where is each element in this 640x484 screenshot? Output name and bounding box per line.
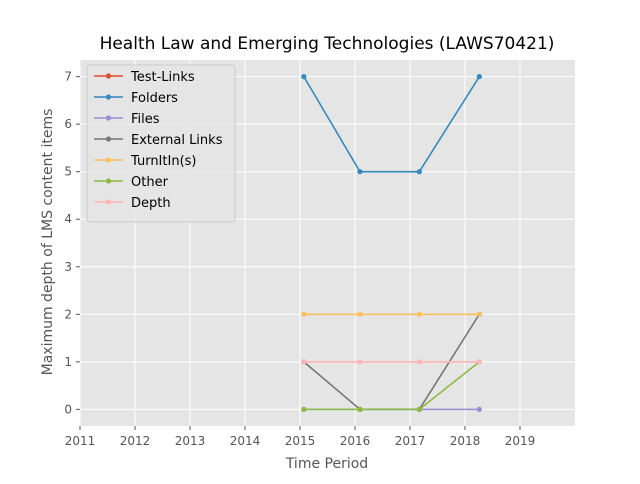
legend-label-folders: Folders [131, 91, 178, 106]
y-tick-label: 1 [64, 355, 72, 369]
data-point-depth [357, 359, 363, 365]
data-point-files [476, 406, 482, 412]
legend-label-other: Other [131, 175, 169, 190]
y-tick-label: 3 [64, 260, 72, 274]
legend-marker-external-links [105, 136, 112, 142]
x-tick-label: 2014 [230, 434, 261, 448]
series-line-other [303, 361, 480, 411]
data-point-depth [476, 359, 482, 365]
y-tick-label: 0 [64, 402, 72, 416]
data-point-folders [476, 74, 482, 80]
x-tick-label: 2019 [505, 434, 536, 448]
legend-marker-depth [105, 199, 112, 205]
y-axis-label: Maximum depth of LMS content items [40, 109, 56, 376]
x-tick-label: 2012 [120, 434, 151, 448]
data-point-depth [301, 359, 307, 365]
data-point-depth [416, 359, 422, 365]
data-point-folders [301, 74, 307, 80]
data-point-other [301, 406, 307, 412]
data-point-turnitin-s [476, 311, 482, 317]
data-point-turnitin-s [301, 311, 307, 317]
x-tick-label: 2011 [65, 434, 96, 448]
x-axis-label: Time Period [285, 456, 368, 472]
legend: Test-Links Folders Files External Links Turn… [86, 64, 236, 223]
y-tick-label: 2 [64, 307, 72, 321]
legend-marker-folders [105, 94, 112, 100]
legend-label-depth: Depth [131, 196, 171, 211]
chart-title: Health Law and Emerging Technologies (LA… [100, 34, 555, 54]
data-point-other [357, 406, 363, 412]
y-tick-label: 7 [64, 70, 72, 84]
legend-marker-files [105, 115, 112, 121]
data-point-folders [357, 169, 363, 175]
x-tick-label: 2017 [395, 434, 426, 448]
x-tick-label: 2018 [450, 434, 481, 448]
legend-label-external-links: External Links [131, 133, 223, 148]
legend-label-test-links: Test-Links [130, 70, 195, 85]
legend-marker-turnitin-s [105, 157, 112, 163]
legend-label-turnitin-s: TurnItIn(s) [130, 154, 196, 169]
data-point-turnitin-s [357, 311, 363, 317]
x-tick-label: 2013 [175, 434, 206, 448]
y-tick-label: 6 [64, 117, 72, 131]
y-tick-label: 5 [64, 165, 72, 179]
legend-marker-test-links [105, 73, 112, 79]
series-lines [301, 74, 482, 412]
axis-ticks: 2011 2012 2013 2014 2015 2016 2017 2018 2019 0 1 2 3… [64, 70, 535, 448]
x-tick-label: 2015 [285, 434, 316, 448]
legend-box [86, 64, 236, 223]
legend-marker-other [105, 178, 112, 184]
x-tick-label: 2016 [340, 434, 371, 448]
legend-label-files: Files [131, 112, 160, 127]
data-point-folders [416, 169, 422, 175]
y-tick-label: 4 [64, 212, 72, 226]
data-point-other [416, 406, 422, 412]
data-point-turnitin-s [416, 311, 422, 317]
series-line-folders [303, 76, 480, 173]
